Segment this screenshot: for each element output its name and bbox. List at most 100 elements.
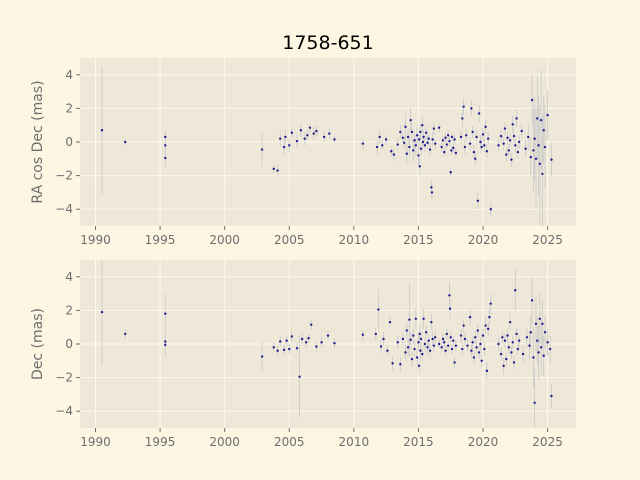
ra-data-point: [477, 112, 481, 115]
ra-y-tick-label: −4: [55, 202, 73, 216]
dec-data-point: [427, 339, 430, 342]
dec-data-point: [440, 346, 443, 349]
dec-data-point: [532, 356, 535, 359]
dec-y-tick-label: 2: [65, 303, 73, 317]
dec-data-point: [503, 339, 507, 342]
dec-data-point: [391, 362, 394, 365]
dec-data-point: [484, 324, 487, 327]
ra-data-point: [541, 172, 544, 176]
dec-data-point: [511, 341, 514, 344]
dec-y-tick-label: −4: [55, 404, 73, 418]
dec-data-point: [424, 331, 428, 334]
ra-data-point: [430, 186, 433, 189]
dec-data-point: [434, 336, 437, 339]
ra-data-point: [542, 129, 545, 132]
ra-data-point: [381, 144, 384, 147]
dec-data-point: [444, 349, 447, 352]
ra-data-point: [483, 144, 486, 147]
ra-data-point: [410, 130, 414, 134]
ra-data-point: [418, 165, 421, 168]
dec-data-point: [315, 345, 318, 348]
dec-data-point: [539, 346, 543, 349]
ra-data-point: [401, 136, 405, 139]
dec-data-point: [421, 352, 424, 356]
ra-data-point: [437, 126, 441, 129]
ra-data-point: [520, 129, 523, 133]
ra-data-point: [409, 118, 412, 122]
dec-data-point: [446, 344, 450, 347]
ra-data-point: [465, 134, 468, 137]
ra-data-point: [421, 140, 425, 144]
ra-data-point: [404, 125, 407, 129]
dec-data-point: [399, 362, 402, 366]
ra-data-point: [426, 141, 429, 145]
dec-data-point: [512, 361, 516, 364]
ra-data-point: [100, 129, 104, 132]
ra-points: [100, 98, 553, 211]
ra-data-point: [459, 135, 463, 139]
ra-data-point: [480, 145, 483, 149]
ra-data-point: [375, 145, 379, 149]
ra-data-point: [419, 147, 423, 150]
dec-data-point: [377, 308, 380, 311]
dec-data-point: [463, 337, 467, 341]
ra-data-point: [484, 125, 487, 129]
ra-data-point: [539, 118, 543, 122]
ra-data-point: [527, 135, 530, 139]
ra-data-point: [322, 135, 326, 139]
ra-x-ticks: 1990 1995 2000 2005 2010 2015 2020 2025: [80, 226, 563, 247]
dec-data-point: [279, 340, 282, 343]
dec-data-point: [453, 361, 456, 364]
ra-data-point: [517, 140, 521, 144]
ra-data-point: [443, 150, 446, 154]
ra-y-tick-label: 2: [65, 101, 73, 115]
ra-y-tick-label: −2: [55, 169, 73, 183]
dec-data-point: [414, 317, 418, 320]
ra-data-point: [399, 130, 402, 134]
dec-data-point: [282, 348, 286, 352]
dec-data-point: [164, 340, 167, 343]
dec-data-point: [529, 331, 532, 334]
dec-data-point: [486, 327, 490, 331]
ra-data-point: [405, 152, 408, 155]
ra-data-point: [530, 98, 534, 102]
dec-data-point: [480, 359, 483, 362]
ra-data-point: [434, 142, 437, 145]
ra-data-point: [378, 135, 381, 139]
dec-data-point: [502, 364, 505, 368]
dec-y-tick-label: 4: [65, 270, 73, 284]
dec-data-point: [541, 322, 544, 326]
dec-data-point: [260, 355, 264, 358]
ra-data-point: [543, 145, 547, 149]
dec-data-point: [441, 337, 445, 341]
ra-data-point: [288, 144, 291, 147]
ra-data-point: [454, 151, 458, 155]
dec-data-point: [396, 341, 399, 344]
ra-data-point: [421, 124, 424, 127]
dec-data-point: [530, 299, 534, 302]
ra-data-point: [427, 137, 430, 140]
dec-data-point: [461, 347, 464, 351]
dec-data-point: [164, 343, 167, 347]
dec-data-point: [428, 349, 432, 352]
dec-data-point: [470, 349, 473, 352]
ra-data-point: [417, 154, 420, 157]
ra-data-point: [406, 135, 410, 139]
ra-data-point: [392, 153, 396, 156]
dec-data-point: [423, 342, 427, 346]
ra-data-point: [384, 138, 388, 141]
dec-panel: 1990 1995 2000 2005 2010 2015 2020 2025 −4 −2 0 2 4…: [30, 260, 576, 449]
ra-data-point: [361, 142, 365, 145]
ra-data-point: [538, 162, 542, 166]
chart-title: 1758-651: [282, 32, 373, 54]
ra-data-point: [424, 131, 428, 134]
ra-data-point: [546, 113, 549, 117]
ra-data-point: [422, 135, 425, 139]
ra-data-point: [414, 144, 418, 147]
ra-data-point: [475, 135, 478, 139]
dec-data-point: [533, 401, 536, 404]
dec-data-point: [459, 334, 463, 337]
dec-data-point: [426, 346, 429, 349]
ra-data-point: [290, 131, 294, 134]
ra-data-point: [534, 157, 538, 160]
